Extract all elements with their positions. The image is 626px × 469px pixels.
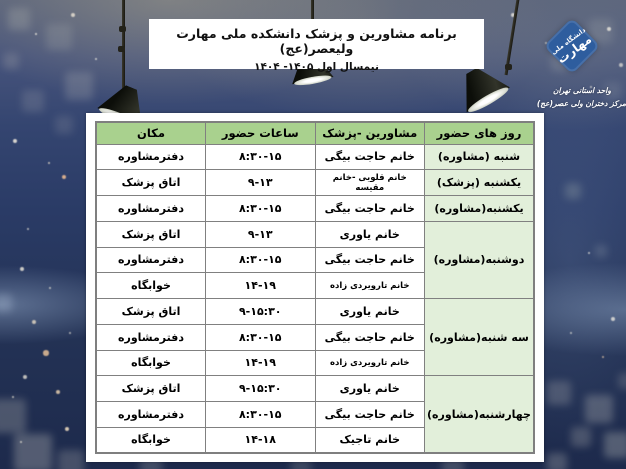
hours-cell: ۸:۳۰-۱۵: [205, 401, 316, 428]
university-logo: دانشگاه ملی مهارت واحد استانی تهران مرکز…: [536, 14, 626, 124]
location-cell: دفترمشاوره: [95, 246, 206, 274]
table-row: یکشنبه(مشاوره) خانم حاجت بیگی ۸:۳۰-۱۵ دفترم…: [95, 195, 535, 222]
day-cell: چهارشنبه(مشاوره): [424, 375, 535, 454]
table-row: شنبه (مشاوره) خانم حاجت بیگی ۸:۳۰-۱۵ دفترمش…: [95, 143, 535, 171]
logo-caption-center: مرکز دختران ولی عصر(عج): [536, 99, 626, 108]
table-row: دوشنبه(مشاوره) خانم یاوری ۹-۱۳ اتاق پزشک: [95, 220, 535, 300]
consultant-cell: خانم تارویردی زاده: [314, 349, 425, 377]
hours-cell: ۱۴-۱۹: [205, 272, 316, 299]
location-cell: خوابگاه: [95, 426, 206, 454]
column-header: مشاورین -پزشک: [314, 121, 425, 145]
hours-cell: ۱۴-۱۸: [205, 426, 316, 454]
hours-cell: ۹-۱۵:۳۰: [205, 375, 316, 402]
sparkle-decoration: [0, 0, 2, 2]
column-header: مکان: [95, 121, 206, 145]
hours-cell: ۸:۳۰-۱۵: [205, 323, 316, 351]
day-cell: سه شنبه(مشاوره): [424, 297, 535, 377]
day-cell: شنبه (مشاوره): [424, 143, 535, 171]
schedule-table: روز های حضور مشاورین -پزشک ساعات حضور مکان …: [95, 121, 535, 454]
table-row: خانم تاجیک ۱۴-۱۸ خوابگاه: [95, 426, 534, 454]
hours-cell: ۹-۱۳: [205, 220, 316, 248]
consultant-cell: خانم حاجت بیگی: [314, 401, 425, 428]
hanging-lamp-left-icon: [98, 0, 158, 132]
day-cell: یکشنبه(مشاوره): [424, 195, 535, 222]
table-row: خانم حاجت بیگی ۸:۳۰-۱۵ دفترمشاوره: [95, 401, 534, 428]
table-row: سه شنبه(مشاوره) خانم یاوری ۹-۱۵:۳۰ اتاق پزش…: [95, 297, 535, 377]
schedule-panel: روز های حضور مشاورین -پزشک ساعات حضور مکان …: [86, 113, 544, 462]
consultant-cell: خانم حاجت بیگی: [314, 143, 425, 171]
location-cell: خوابگاه: [95, 272, 206, 299]
page-title: برنامه مشاورین و پزشک دانشکده ملی مهارت …: [176, 26, 457, 56]
logo-caption-unit: واحد استانی تهران: [552, 86, 612, 95]
consultant-cell: خانم حاجت بیگی: [314, 323, 425, 351]
consultant-cell: خانم تاجیک: [314, 426, 425, 454]
location-cell: دفترمشاوره: [95, 401, 206, 428]
table-row: خانم حاجت بیگی ۸:۳۰-۱۵ دفترمشاوره: [95, 246, 534, 274]
consultant-cell: خانم یاوری: [314, 298, 425, 325]
hanging-lamp-right-icon: [455, 0, 525, 124]
consultant-cell: خانم یاوری: [314, 220, 425, 248]
consultant-cell: خانم تارویردی زاده: [314, 272, 425, 299]
consultant-cell: خانم یاوری: [314, 375, 425, 402]
location-cell: دفترمشاوره: [95, 323, 206, 351]
location-cell: دفترمشاوره: [95, 195, 206, 222]
title-card: برنامه مشاورین و پزشک دانشکده ملی مهارت …: [149, 19, 484, 73]
consultant-cell: خانم قلویی -خانم مقیسه: [314, 169, 425, 196]
column-header: روز های حضور: [424, 121, 535, 145]
table-header-row: روز های حضور مشاورین -پزشک ساعات حضور مکان: [95, 121, 535, 145]
table-row: خانم تارویردی زاده ۱۴-۱۹ خوابگاه: [95, 272, 534, 299]
location-cell: اتاق پزشک: [95, 298, 206, 325]
day-cell: یکشنبه (پزشک): [424, 169, 535, 196]
logo-calligraphy: دانشگاه ملی مهارت: [549, 25, 594, 66]
location-cell: اتاق پزشک: [95, 375, 206, 402]
hours-cell: ۹-۱۵:۳۰: [205, 298, 316, 325]
table-row: چهارشنبه(مشاوره) خانم یاوری ۹-۱۵:۳۰ اتاق پز…: [95, 375, 535, 454]
table-row: خانم تارویردی زاده ۱۴-۱۹ خوابگاه: [95, 349, 534, 377]
location-cell: اتاق پزشک: [95, 220, 206, 248]
location-cell: دفترمشاوره: [95, 143, 206, 171]
hours-cell: ۸:۳۰-۱۵: [205, 143, 316, 171]
hours-cell: ۸:۳۰-۱۵: [205, 246, 316, 274]
column-header: ساعات حضور: [205, 121, 316, 145]
hours-cell: ۹-۱۳: [205, 169, 316, 196]
location-cell: خوابگاه: [95, 349, 206, 377]
hours-cell: ۱۴-۱۹: [205, 349, 316, 377]
table-row: خانم حاجت بیگی ۸:۳۰-۱۵ دفترمشاوره: [95, 323, 534, 351]
page-subtitle: نیمسال اول ۱۴۰۵- ۱۴۰۴: [254, 61, 379, 73]
hours-cell: ۸:۳۰-۱۵: [205, 195, 316, 222]
consultant-cell: خانم حاجت بیگی: [314, 246, 425, 274]
location-cell: اتاق پزشک: [95, 169, 206, 196]
table-row: یکشنبه (پزشک) خانم قلویی -خانم مقیسه ۹-۱۳ ا…: [95, 169, 535, 196]
consultant-cell: خانم حاجت بیگی: [314, 195, 425, 222]
day-cell: دوشنبه(مشاوره): [424, 220, 535, 300]
